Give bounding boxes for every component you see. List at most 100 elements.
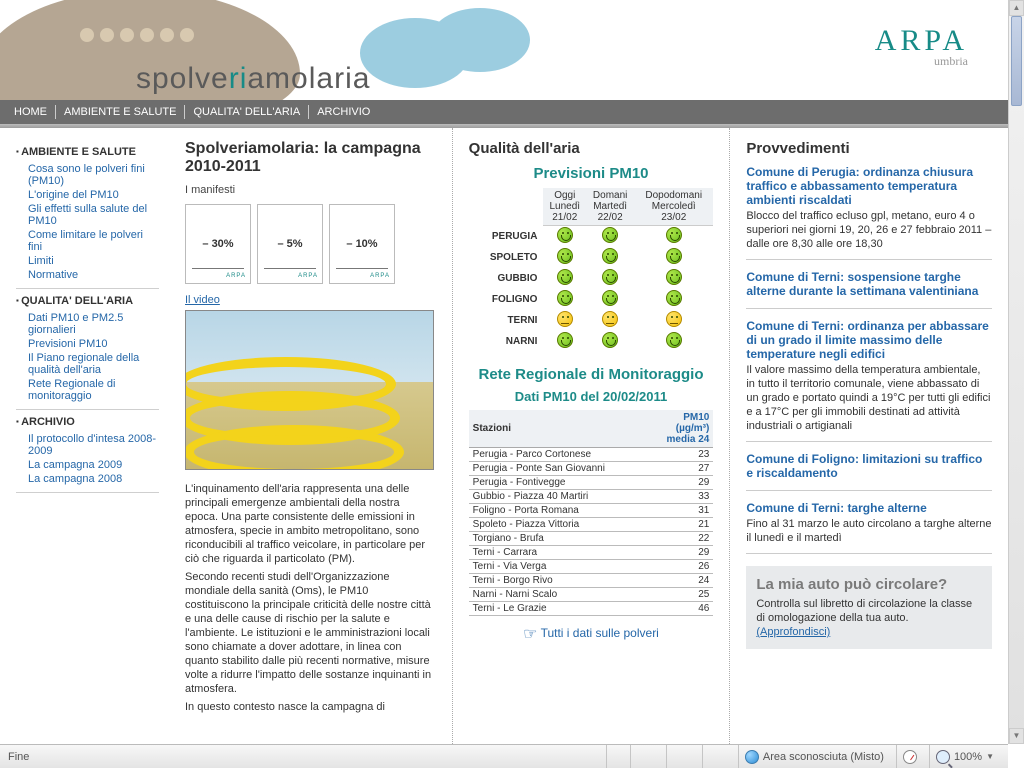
station-value: 23	[648, 448, 713, 462]
scroll-up-button[interactable]: ▲	[1009, 0, 1024, 16]
sidebar-link[interactable]: La campagna 2009	[16, 458, 159, 472]
sidebar-link[interactable]: L'origine del PM10	[16, 188, 159, 202]
hand-icon: ☞	[523, 624, 537, 644]
sidebar-link[interactable]: Il protocollo d'intesa 2008-2009	[16, 432, 159, 458]
nav-archivio[interactable]: ARCHIVIO	[313, 106, 374, 118]
sidebar-link[interactable]: Gli effetti sulla salute del PM10	[16, 202, 159, 228]
station-value: 29	[648, 546, 713, 560]
sidebar: AMBIENTE E SALUTE Cosa sono le polveri f…	[0, 128, 175, 744]
station-value: 46	[648, 602, 713, 616]
sidebar-link[interactable]: Cosa sono le polveri fini (PM10)	[16, 162, 159, 188]
station-name: Perugia - Ponte San Giovanni	[469, 462, 649, 476]
smiley-yellow-icon	[557, 311, 573, 327]
status-zoom[interactable]: 100% ▼	[929, 745, 1000, 768]
sidebar-link[interactable]: Dati PM10 e PM2.5 giornalieri	[16, 311, 159, 337]
sidebar-link[interactable]: Il Piano regionale della qualità dell'ar…	[16, 351, 159, 377]
station-name: Terni - Carrara	[469, 546, 649, 560]
wordmark-post: amolaria	[247, 62, 370, 95]
campaign-column: Spolveriamolaria: la campagna 2010-2011 …	[175, 128, 453, 744]
smiley-green-icon	[666, 290, 682, 306]
station-value: 22	[648, 532, 713, 546]
auto-widget: La mia auto può circolare? Controlla sul…	[746, 566, 992, 649]
station-value: 31	[648, 504, 713, 518]
smiley-green-icon	[557, 227, 573, 243]
sidebar-header-ambiente: AMBIENTE E SALUTE	[16, 146, 159, 158]
manifest-label: I manifesti	[185, 184, 434, 196]
smiley-green-icon	[602, 269, 618, 285]
smiley-green-icon	[557, 248, 573, 264]
station-name: Narni - Narni Scalo	[469, 588, 649, 602]
station-name: Spoleto - Piazza Vittoria	[469, 518, 649, 532]
smiley-green-icon	[666, 269, 682, 285]
nav-qualita[interactable]: QUALITA' DELL'ARIA	[189, 106, 304, 118]
qualita-header: Qualità dell'aria	[469, 140, 714, 157]
stazioni-col-header: Stazioni	[469, 410, 649, 448]
browser-status-bar: Fine Area sconosciuta (Misto) 100% ▼	[0, 744, 1008, 768]
campaign-text: L'inquinamento dell'aria rappresenta una…	[185, 482, 434, 714]
sidebar-link[interactable]: Normative	[16, 268, 159, 282]
smiley-green-icon	[557, 332, 573, 348]
top-nav: HOME AMBIENTE E SALUTE QUALITA' DELL'ARI…	[0, 100, 1008, 124]
station-name: Foligno - Porta Romana	[469, 504, 649, 518]
scroll-down-button[interactable]: ▼	[1009, 728, 1024, 744]
campaign-title: Spolveriamolaria: la campagna 2010-2011	[185, 140, 434, 176]
station-value: 29	[648, 476, 713, 490]
manifest-thumb[interactable]: – 10%	[329, 204, 395, 284]
wordmark-ri: ri	[229, 62, 248, 95]
city-label: FOLIGNO	[469, 289, 544, 310]
manifest-thumb[interactable]: – 5%	[257, 204, 323, 284]
sidebar-link[interactable]: La campagna 2008	[16, 472, 159, 486]
sidebar-link[interactable]: Rete Regionale di monitoraggio	[16, 377, 159, 403]
station-value: 26	[648, 560, 713, 574]
smiley-green-icon	[602, 227, 618, 243]
status-zone: Area sconosciuta (Misto)	[738, 745, 890, 768]
provvedimento-link[interactable]: Comune di Terni: ordinanza per abbassare…	[746, 319, 992, 361]
provvedimento-link[interactable]: Comune di Terni: sospensione targhe alte…	[746, 270, 992, 298]
vertical-scrollbar[interactable]: ▲ ▼	[1008, 0, 1024, 744]
previsioni-header: Previsioni PM10	[469, 165, 714, 182]
nav-home[interactable]: HOME	[10, 106, 51, 118]
approfondisci-link[interactable]: (Approfondisci)	[756, 626, 830, 638]
tutti-dati-link[interactable]: ☞ Tutti i dati sulle polveri	[469, 622, 714, 642]
nav-ambiente[interactable]: AMBIENTE E SALUTE	[60, 106, 180, 118]
sidebar-link[interactable]: Limiti	[16, 254, 159, 268]
status-dial[interactable]	[896, 745, 923, 768]
video-link[interactable]: Il video	[185, 294, 434, 306]
smiley-yellow-icon	[666, 311, 682, 327]
previsioni-table: OggiLunedì21/02 DomaniMartedì22/02 Dopod…	[469, 188, 714, 352]
provvedimenti-header: Provvedimenti	[746, 140, 992, 157]
provvedimento-link[interactable]: Comune di Foligno: limitazioni su traffi…	[746, 452, 992, 480]
smiley-green-icon	[666, 332, 682, 348]
station-value: 33	[648, 490, 713, 504]
station-value: 24	[648, 574, 713, 588]
provvedimento-body: Il valore massimo della temperatura ambi…	[746, 363, 992, 433]
decorative-dots	[80, 28, 194, 42]
sidebar-link[interactable]: Come limitare le polveri fini	[16, 228, 159, 254]
smiley-yellow-icon	[602, 311, 618, 327]
pm10-col-header: PM10 (µg/m³) media 24	[648, 410, 713, 448]
station-name: Gubbio - Piazza 40 Martiri	[469, 490, 649, 504]
site-wordmark: spolveriamolaria	[136, 62, 370, 96]
provvedimento-body: Blocco del traffico ecluso gpl, metano, …	[746, 209, 992, 251]
sidebar-header-archivio: ARCHIVIO	[16, 416, 159, 428]
site-banner: spolveriamolaria ARPA umbria	[0, 0, 1008, 100]
city-label: TERNI	[469, 310, 544, 331]
provvedimento-link[interactable]: Comune di Perugia: ordinanza chiusura tr…	[746, 165, 992, 207]
city-label: SPOLETO	[469, 247, 544, 268]
provvedimento-body: Fino al 31 marzo le auto circolano a tar…	[746, 517, 992, 545]
station-name: Terni - Borgo Rivo	[469, 574, 649, 588]
station-name: Perugia - Parco Cortonese	[469, 448, 649, 462]
station-name: Terni - Via Verga	[469, 560, 649, 574]
manifest-thumb[interactable]: – 30%	[185, 204, 251, 284]
dial-icon	[903, 750, 917, 764]
smiley-green-icon	[602, 290, 618, 306]
provvedimento-link[interactable]: Comune di Terni: targhe alterne	[746, 501, 992, 515]
manifest-thumbs: – 30% – 5% – 10%	[185, 204, 434, 284]
campaign-photo[interactable]	[185, 310, 434, 470]
scroll-thumb[interactable]	[1011, 16, 1022, 106]
station-value: 27	[648, 462, 713, 476]
qualita-column: Qualità dell'aria Previsioni PM10 OggiLu…	[453, 128, 731, 744]
sidebar-link[interactable]: Previsioni PM10	[16, 337, 159, 351]
auto-widget-body: Controlla sul libretto di circolazione l…	[756, 597, 982, 625]
smiley-green-icon	[602, 248, 618, 264]
